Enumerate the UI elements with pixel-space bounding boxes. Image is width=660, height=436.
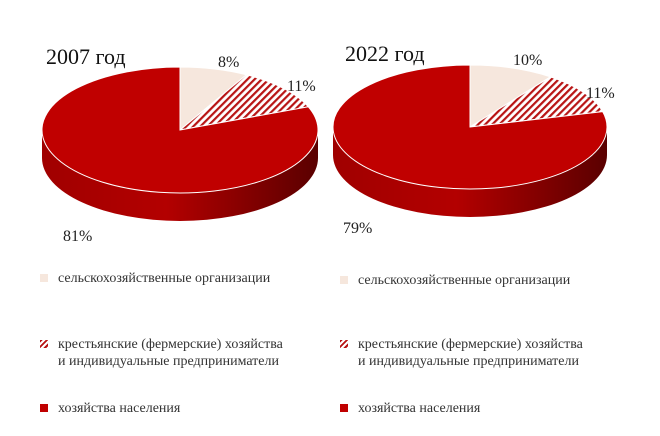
legend-label-orgs: сельскохозяйственные организации	[58, 271, 271, 286]
legend-label-orgs: сельскохозяйственные организации	[358, 273, 571, 288]
legend-item-orgs: сельскохозяйственные организации	[40, 270, 270, 287]
legend-swatch-households	[40, 404, 48, 412]
legend-swatch-farms	[340, 340, 348, 348]
slice-households	[41, 66, 319, 194]
legend-swatch-farms	[40, 340, 48, 348]
pct-label-2022-orgs: 10%	[513, 52, 542, 69]
chart-title-2022: 2022 год	[345, 41, 425, 66]
pie-side-wall	[42, 130, 318, 221]
pie-side-wall	[333, 127, 607, 217]
legend-label-farms-line1: крестьянские (фермерские) хозяйства	[58, 337, 283, 352]
slice-orgs	[469, 64, 552, 128]
legend-swatch-orgs	[40, 274, 48, 282]
legend-label-farms-line2: и индивидуальные предприниматели	[58, 354, 279, 369]
legend-label-farms-line1: крестьянские (фермерские) хозяйства	[358, 337, 583, 352]
slice-households	[332, 64, 608, 190]
pct-label-2007-orgs: 8%	[218, 54, 239, 71]
legend-label-farms: крестьянские (фермерские) хозяйства и ин…	[58, 336, 283, 370]
chart-title-2007: 2007 год	[46, 44, 126, 69]
legend-item-farms: крестьянские (фермерские) хозяйства и ин…	[40, 336, 283, 370]
pie-2022	[332, 64, 608, 217]
pct-label-2022-farms: 11%	[586, 85, 615, 102]
pct-label-2022-households: 79%	[343, 220, 372, 237]
legend-item-orgs: сельскохозяйственные организации	[340, 272, 570, 289]
slice-farms	[178, 74, 310, 131]
pie-charts: 2007 год 8% 11% 81% 2022 год 10% 11% 79%	[41, 41, 615, 245]
legend-item-households: хозяйства населения	[340, 400, 480, 417]
legend-label-households: хозяйства населения	[358, 401, 481, 416]
pie-2007	[41, 66, 319, 221]
pct-label-2007-farms: 11%	[287, 78, 316, 95]
legend-swatch-orgs	[340, 276, 348, 284]
slice-farms	[469, 76, 604, 128]
legend-label-farms-line2: и индивидуальные предприниматели	[358, 354, 579, 369]
legend-item-households: хозяйства населения	[40, 400, 180, 417]
legend-swatch-households	[340, 404, 348, 412]
legend-label-households: хозяйства населения	[58, 401, 181, 416]
pct-label-2007-households: 81%	[63, 228, 92, 245]
legend-item-farms: крестьянские (фермерские) хозяйства и ин…	[340, 336, 583, 370]
legend-label-farms: крестьянские (фермерские) хозяйства и ин…	[358, 336, 583, 370]
